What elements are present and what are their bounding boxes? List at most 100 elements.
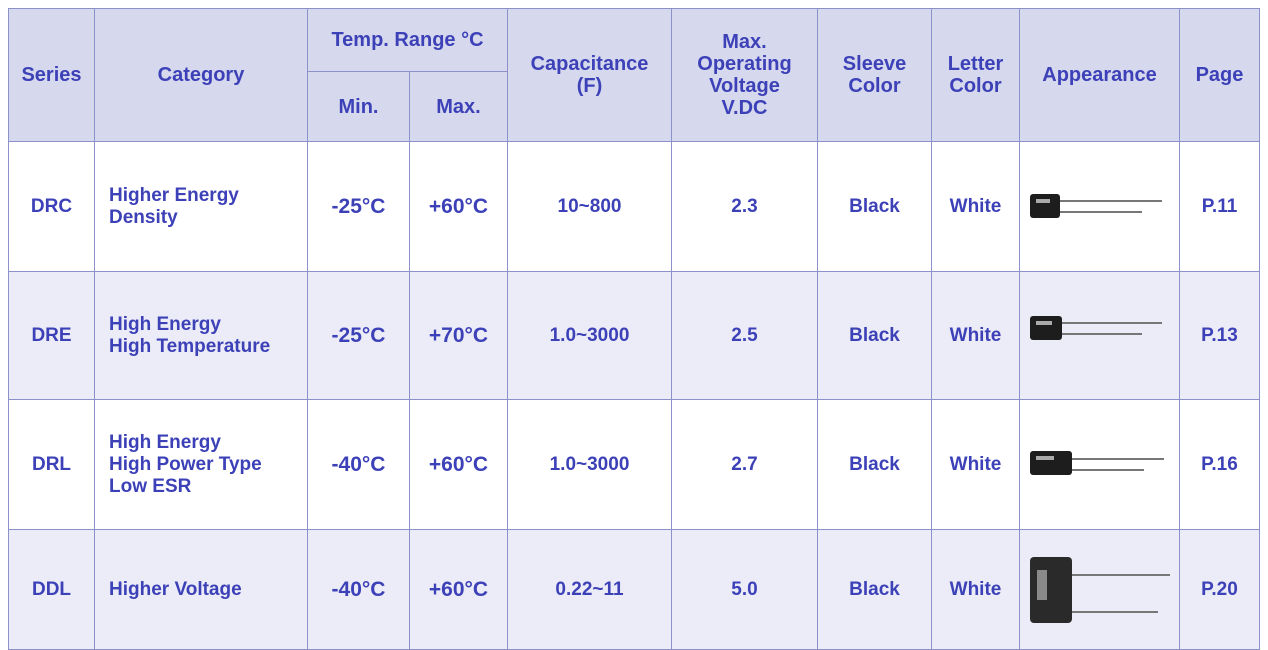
appearance-cell [1020,142,1180,272]
cell-text: Low ESR [109,475,192,497]
cell-text: P.16 [1201,453,1238,475]
cell-text: 1.0~3000 [549,324,630,346]
cell-text: Series [21,64,82,86]
table-cell: 1.0~3000 [508,400,672,530]
cell-text: +60°C [428,194,489,218]
table-cell: 1.0~3000 [508,272,672,400]
cell-text: Color [949,75,1002,97]
table-cell: White [932,272,1020,400]
cell-text: Black [849,453,900,475]
table-cell: -40°C [308,530,410,650]
table-cell: White [932,142,1020,272]
cell-text: Max. [722,31,767,53]
cell-text: 0.22~11 [555,578,624,600]
cell-text: Operating [697,53,792,75]
table-cell: White [932,530,1020,650]
cell-text: Color [848,75,901,97]
header-cell: Min. [308,72,410,142]
cell-text: White [949,195,1002,217]
cell-text: Higher Energy [109,184,239,206]
cell-text: High Energy [109,313,221,335]
table-cell: DDL [8,530,95,650]
table-cell: P.16 [1180,400,1260,530]
table-cell: -25°C [308,272,410,400]
cell-text: White [949,453,1002,475]
table-cell: -40°C [308,400,410,530]
cell-text: -40°C [331,577,386,601]
table-cell: High Energy High Temperature [95,272,308,400]
cell-text: Black [849,578,900,600]
table-cell: +70°C [410,272,508,400]
cell-text: Higher Voltage [109,578,242,600]
header-cell: Series [8,8,95,142]
table-cell: Black [818,530,932,650]
cell-text: High Power Type [109,453,262,475]
cell-text: High Energy [109,431,221,453]
cell-text: P.13 [1201,324,1238,346]
table-cell: DRL [8,400,95,530]
cell-text: High Temperature [109,335,271,357]
table-cell: 2.5 [672,272,818,400]
cell-text: 10~800 [557,195,622,217]
appearance-cell [1020,530,1180,650]
table-cell: Black [818,272,932,400]
cell-text: Page [1195,64,1244,86]
table-cell: High Energy High Power Type Low ESR [95,400,308,530]
table-cell: DRE [8,272,95,400]
table-cell: P.11 [1180,142,1260,272]
cell-text: DRE [31,324,72,346]
cell-text: -25°C [331,194,386,218]
cell-text: Max. [436,95,481,118]
cell-text: Temp. Range °C [331,29,484,51]
cell-text: Density [109,206,178,228]
cell-text: DRL [31,453,72,475]
table-cell: +60°C [410,400,508,530]
header-cell: Letter Color [932,8,1020,142]
table-cell: 2.3 [672,142,818,272]
table-cell: 0.22~11 [508,530,672,650]
table-cell: +60°C [410,142,508,272]
table-cell: P.13 [1180,272,1260,400]
cell-text: DDL [31,578,72,600]
table-cell: Black [818,400,932,530]
cell-text: V.DC [721,97,768,119]
cell-text: 2.3 [731,195,758,217]
table-cell: +60°C [410,530,508,650]
cell-text: Letter [947,53,1004,75]
cell-text: White [949,578,1002,600]
cell-text: 2.5 [731,324,758,346]
cell-text: DRC [30,195,73,217]
cell-text: -40°C [331,452,386,476]
header-cell: Category [95,8,308,142]
cell-text: 5.0 [731,578,758,600]
table-cell: 5.0 [672,530,818,650]
cell-text: P.20 [1201,578,1238,600]
header-cell: Max. Operating Voltage V.DC [672,8,818,142]
table-cell: 10~800 [508,142,672,272]
appearance-cell [1020,272,1180,400]
cell-text: Category [157,64,245,86]
cell-text: (F) [576,75,603,97]
header-cell: Page [1180,8,1260,142]
cell-text: Black [849,195,900,217]
table-cell: Higher Voltage [95,530,308,650]
table-cell: Higher Energy Density [95,142,308,272]
header-cell: Max. [410,72,508,142]
table-cell: -25°C [308,142,410,272]
cell-text: Appearance [1042,64,1157,86]
cell-text: 1.0~3000 [549,453,630,475]
cell-text: Sleeve [842,53,907,75]
header-cell: Temp. Range °C [308,8,508,72]
header-cell: Sleeve Color [818,8,932,142]
table-cell: White [932,400,1020,530]
cell-text: P.11 [1201,195,1238,217]
cell-text: Black [849,324,900,346]
table-cell: P.20 [1180,530,1260,650]
table-cell: DRC [8,142,95,272]
cell-text: -25°C [331,323,386,347]
cell-text: Voltage [709,75,780,97]
cell-text: White [949,324,1002,346]
cell-text: Min. [338,95,379,118]
